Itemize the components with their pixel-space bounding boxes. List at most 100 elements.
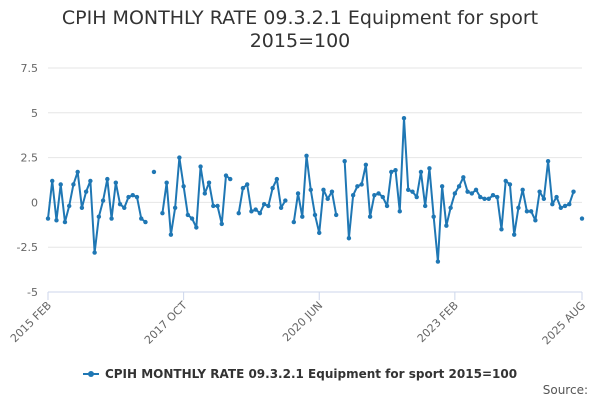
data-point: [249, 209, 254, 214]
data-point: [452, 191, 458, 196]
data-point: [291, 219, 297, 225]
data-point: [439, 184, 445, 189]
data-point: [499, 227, 504, 232]
data-point: [194, 225, 199, 230]
x-tick-label: 2025 AUG: [540, 299, 589, 348]
data-point: [198, 164, 203, 169]
data-point: [261, 201, 267, 207]
data-point: [406, 187, 411, 193]
data-point: [160, 210, 165, 216]
data-point: [516, 205, 521, 210]
data-point: [342, 158, 347, 164]
data-point: [66, 203, 72, 209]
x-tick-label: 2015 FEB: [8, 299, 54, 345]
data-point: [359, 182, 364, 187]
data-point: [329, 189, 335, 194]
data-point: [45, 216, 51, 221]
data-point: [151, 169, 157, 175]
data-point: [181, 184, 186, 189]
y-tick-label: 2.5: [21, 152, 39, 165]
data-point: [554, 194, 559, 200]
data-point: [164, 180, 169, 185]
data-point: [384, 203, 390, 209]
data-point: [253, 207, 258, 212]
data-point: [126, 194, 131, 200]
legend-item[interactable]: CPIH MONTHLY RATE 09.3.2.1 Equipment for…: [82, 367, 517, 381]
data-point: [456, 184, 462, 189]
data-point: [122, 205, 127, 210]
data-point: [304, 153, 309, 159]
data-point: [139, 216, 144, 221]
data-point: [571, 189, 576, 194]
data-point: [533, 218, 538, 223]
data-point: [206, 180, 212, 185]
legend[interactable]: CPIH MONTHLY RATE 09.3.2.1 Equipment for…: [0, 364, 600, 381]
series-line: [292, 154, 338, 234]
y-tick-label: 7.5: [21, 62, 39, 75]
data-point: [50, 178, 55, 184]
chart-subtitle: 2015=100: [249, 30, 351, 52]
data-point: [567, 201, 572, 207]
data-point: [380, 194, 386, 200]
data-point: [177, 155, 182, 160]
data-point: [355, 184, 360, 189]
data-point: [58, 182, 63, 187]
data-point: [130, 193, 135, 198]
y-tick-label: 5: [31, 107, 38, 120]
data-point: [435, 259, 441, 264]
data-point: [503, 178, 508, 184]
data-point: [283, 198, 288, 203]
data-point: [461, 175, 466, 180]
data-point: [520, 187, 525, 193]
data-point: [524, 209, 530, 214]
y-tick-label: -5: [27, 286, 38, 299]
data-point: [100, 198, 106, 203]
data-point: [113, 180, 119, 185]
y-tick-label: -2.5: [17, 241, 38, 254]
data-point: [376, 191, 381, 196]
data-point: [117, 201, 123, 207]
data-point: [473, 187, 479, 193]
data-point: [422, 203, 428, 209]
data-point: [312, 212, 318, 218]
data-point: [300, 214, 305, 219]
data-point: [490, 193, 496, 198]
data-point: [333, 212, 339, 218]
data-point: [486, 196, 491, 202]
source-label: Source:: [542, 383, 588, 397]
data-point: [168, 232, 174, 237]
data-point: [236, 210, 241, 216]
data-point: [558, 205, 564, 210]
data-point: [367, 214, 373, 219]
data-point: [240, 185, 246, 191]
data-point: [444, 223, 449, 228]
data-point: [54, 218, 59, 223]
data-point: [244, 182, 250, 187]
data-point: [223, 173, 229, 178]
data-point: [321, 187, 326, 193]
data-point: [511, 232, 517, 237]
data-point: [266, 203, 271, 209]
data-point: [109, 216, 114, 221]
data-point: [427, 166, 432, 171]
data-point: [418, 169, 424, 175]
data-point: [350, 193, 356, 198]
data-point: [401, 115, 407, 121]
data-point: [579, 216, 585, 221]
data-point: [211, 203, 216, 209]
data-point: [172, 205, 178, 210]
x-tick-label: 2017 OCT: [142, 299, 190, 347]
data-point: [550, 201, 555, 207]
data-point: [363, 162, 369, 167]
x-tick-label: 2020 JUN: [280, 299, 325, 344]
data-point: [448, 205, 453, 210]
data-point: [495, 194, 500, 200]
data-point: [545, 158, 551, 164]
data-point: [219, 221, 224, 227]
data-point: [346, 236, 352, 241]
data-point: [105, 176, 110, 182]
data-point: [541, 196, 547, 202]
data-point: [228, 176, 233, 182]
data-point: [469, 191, 475, 196]
data-point: [397, 209, 402, 214]
